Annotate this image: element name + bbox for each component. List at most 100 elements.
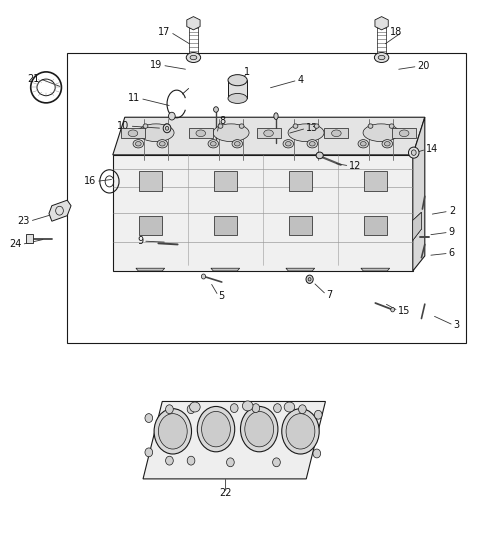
Ellipse shape [145,448,153,457]
Ellipse shape [299,405,306,414]
Polygon shape [413,212,421,240]
Ellipse shape [240,406,278,452]
Text: 12: 12 [349,161,362,171]
Text: 13: 13 [306,123,319,133]
Ellipse shape [264,130,274,137]
Ellipse shape [408,147,419,158]
Text: 11: 11 [128,93,140,103]
Ellipse shape [128,130,138,137]
Bar [289,171,312,191]
Ellipse shape [187,405,195,414]
Ellipse shape [186,53,201,62]
Text: 20: 20 [418,61,430,71]
Text: 15: 15 [398,306,411,316]
Ellipse shape [234,142,240,146]
Text: 14: 14 [426,144,439,154]
Ellipse shape [202,274,205,279]
Bar [228,80,247,98]
Polygon shape [286,268,315,271]
Ellipse shape [190,55,197,60]
Polygon shape [187,17,200,30]
Ellipse shape [164,124,169,128]
Ellipse shape [308,278,311,281]
Ellipse shape [374,53,389,62]
Ellipse shape [274,404,281,413]
Text: 7: 7 [326,290,333,300]
Ellipse shape [332,130,341,137]
Text: 23: 23 [17,216,30,226]
Ellipse shape [197,406,235,452]
Polygon shape [211,268,240,271]
Ellipse shape [210,142,216,146]
Polygon shape [361,268,390,271]
Bar [214,171,237,191]
Ellipse shape [159,142,165,146]
Ellipse shape [283,140,294,148]
Ellipse shape [138,124,174,142]
Bar [324,128,348,138]
Polygon shape [136,268,165,271]
Ellipse shape [378,55,385,60]
Text: 16: 16 [84,176,96,186]
Ellipse shape [360,142,366,146]
Ellipse shape [228,75,247,86]
Ellipse shape [316,152,324,159]
Ellipse shape [157,140,168,148]
Bar [256,128,280,138]
Ellipse shape [382,140,393,148]
Polygon shape [113,117,425,155]
Ellipse shape [154,409,192,454]
Ellipse shape [273,458,280,467]
Ellipse shape [214,107,218,112]
Ellipse shape [252,404,260,413]
Bar [364,171,387,191]
Text: 9: 9 [449,227,455,237]
Ellipse shape [133,140,144,148]
Ellipse shape [165,127,169,131]
Ellipse shape [284,402,295,412]
Ellipse shape [230,404,238,413]
Ellipse shape [314,124,319,128]
Ellipse shape [363,124,399,142]
Text: 2: 2 [449,206,455,216]
Ellipse shape [158,414,187,449]
Ellipse shape [163,124,171,133]
Ellipse shape [196,130,205,137]
Text: 8: 8 [220,116,226,126]
Ellipse shape [135,142,141,146]
Text: 17: 17 [158,27,170,37]
Ellipse shape [389,124,394,128]
Ellipse shape [384,142,390,146]
Text: 21: 21 [27,74,39,84]
Text: 10: 10 [117,121,130,131]
Text: 24: 24 [9,239,22,249]
Ellipse shape [245,411,274,447]
Polygon shape [413,117,425,271]
Ellipse shape [288,124,324,142]
Text: 6: 6 [449,248,455,258]
Text: 22: 22 [219,488,232,498]
Text: 3: 3 [454,320,460,330]
Ellipse shape [208,140,218,148]
Polygon shape [113,155,413,271]
Ellipse shape [368,124,373,128]
Ellipse shape [286,414,315,449]
Ellipse shape [143,124,148,128]
Polygon shape [49,200,71,221]
Text: 4: 4 [298,75,304,85]
Bar [214,216,237,235]
Text: 5: 5 [218,291,225,301]
Text: 1: 1 [244,67,250,77]
Bar [364,216,387,235]
Text: 19: 19 [150,60,162,70]
Ellipse shape [411,150,416,155]
Ellipse shape [391,307,395,312]
Ellipse shape [218,124,223,128]
Ellipse shape [190,402,200,412]
Ellipse shape [358,140,369,148]
Ellipse shape [306,275,313,283]
Ellipse shape [228,93,247,103]
Text: 18: 18 [390,27,402,37]
Ellipse shape [232,140,242,148]
Ellipse shape [227,458,234,467]
